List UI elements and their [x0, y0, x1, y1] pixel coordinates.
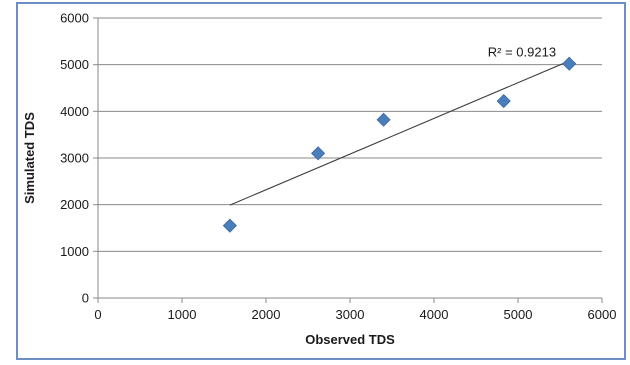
scatter-chart: 0 1000 2000 3000 4000 5000 6000 0 1000 2000 3000 40…	[22, 11, 616, 348]
data-point-layer	[222, 56, 577, 233]
x-tick-label: 2000	[252, 307, 281, 322]
tick-label-layer: 0 1000 2000 3000 4000 5000 6000 0 1000 2000 3000 40…	[60, 11, 616, 323]
y-tick-label: 5000	[60, 57, 89, 72]
y-tick-label: 1000	[60, 244, 89, 259]
x-axis-title: Observed TDS	[305, 332, 395, 347]
chart-frame: 0 1000 2000 3000 4000 5000 6000 0 1000 2000 3000 40…	[16, 2, 626, 360]
x-tick-label: 6000	[588, 307, 617, 322]
data-point	[376, 112, 391, 127]
y-tick-label: 3000	[60, 151, 89, 166]
data-point	[496, 94, 511, 109]
y-tick-label: 2000	[60, 197, 89, 212]
trendline-layer	[229, 60, 570, 206]
y-tick-label: 6000	[60, 11, 89, 26]
x-tick-label: 0	[94, 307, 101, 322]
grid-layer	[98, 17, 602, 252]
x-tick-label: 4000	[420, 307, 449, 322]
x-tick-label: 5000	[504, 307, 533, 322]
x-tick-label: 1000	[168, 307, 197, 322]
data-point	[562, 56, 577, 71]
y-tick-label: 0	[82, 291, 89, 306]
trendline	[229, 60, 570, 206]
y-tick-label: 4000	[60, 104, 89, 119]
data-point	[311, 146, 326, 161]
axis-layer	[93, 17, 603, 303]
r-squared-annotation: R² = 0.9213	[488, 45, 556, 60]
x-tick-label: 3000	[336, 307, 365, 322]
y-axis-title: Simulated TDS	[22, 112, 37, 204]
data-point	[222, 218, 237, 233]
